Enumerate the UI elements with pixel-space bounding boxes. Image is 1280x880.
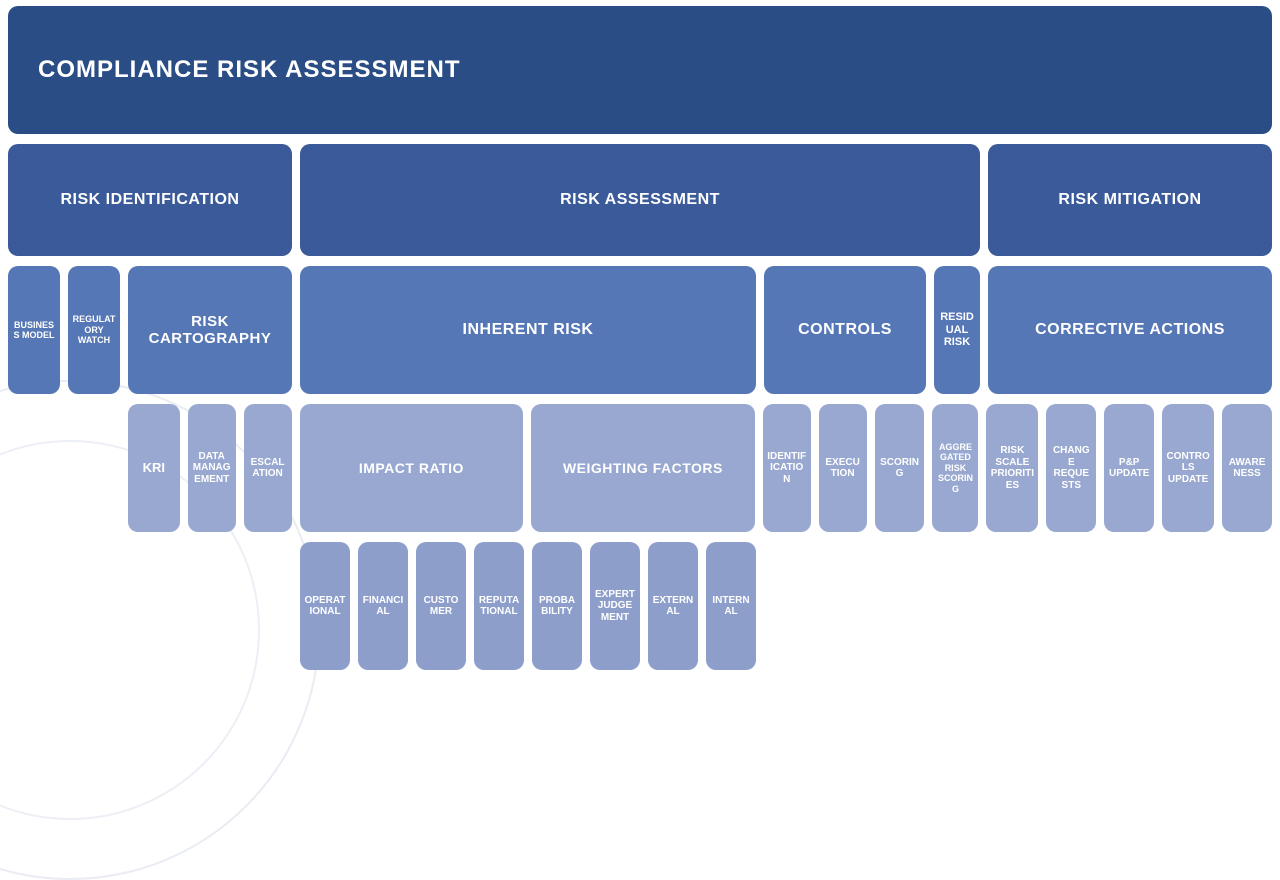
l3-awareness: AWARENESS [1222, 404, 1272, 532]
l3-execution: EXECUTION [819, 404, 867, 532]
l1-risk-identification: RISK IDENTIFICATION [8, 144, 292, 256]
diagram-root: COMPLIANCE RISK ASSESSMENT RISK IDENTIFI… [0, 0, 1280, 676]
l4-expert-judgement: EXPERT JUDGEMENT [590, 542, 640, 670]
l2-residual-risk: RESIDUAL RISK [934, 266, 980, 394]
l2-risk-cartography: RISK CARTOGRAPHY [128, 266, 292, 394]
l1-risk-mitigation: RISK MITIGATION [988, 144, 1272, 256]
l4-internal: INTERNAL [706, 542, 756, 670]
l4-external: EXTERNAL [648, 542, 698, 670]
l1-risk-assessment: RISK ASSESSMENT [300, 144, 980, 256]
l3-change-requests: CHANGE REQUESTS [1046, 404, 1096, 532]
l3-aggregated-risk-scoring: AGGREGATED RISK SCORING [932, 404, 978, 532]
l3-data-management: DATA MANAGEMENT [188, 404, 236, 532]
l3-pp-update: P&P UPDATE [1104, 404, 1154, 532]
l3-weighting-factors: WEIGHTING FACTORS [531, 404, 755, 532]
l4-reputational: REPUTATIONAL [474, 542, 524, 670]
l2-controls: CONTROLS [764, 266, 926, 394]
l3-impact-ratio: IMPACT RATIO [300, 404, 524, 532]
l4-customer: CUSTOMER [416, 542, 466, 670]
l3-escalation: ESCALATION [244, 404, 292, 532]
l3-scoring: SCORING [875, 404, 925, 532]
l3-kri: KRI [128, 404, 180, 532]
l4-financial: FINANCIAL [358, 542, 408, 670]
l2-corrective-actions: CORRECTIVE ACTIONS [988, 266, 1272, 394]
l2-inherent-risk: INHERENT RISK [300, 266, 756, 394]
title-banner: COMPLIANCE RISK ASSESSMENT [8, 6, 1272, 134]
l2-business-model: BUSINESS MODEL [8, 266, 60, 394]
l4-probability: PROBABILITY [532, 542, 582, 670]
l4-operational: OPERATIONAL [300, 542, 350, 670]
l3-controls-update: CONTROLS UPDATE [1162, 404, 1214, 532]
l3-identification: IDENTIFICATION [763, 404, 811, 532]
l3-risk-scale-priorities: RISK SCALE PRIORITIES [986, 404, 1038, 532]
l2-regulatory-watch: REGULATORY WATCH [68, 266, 120, 394]
